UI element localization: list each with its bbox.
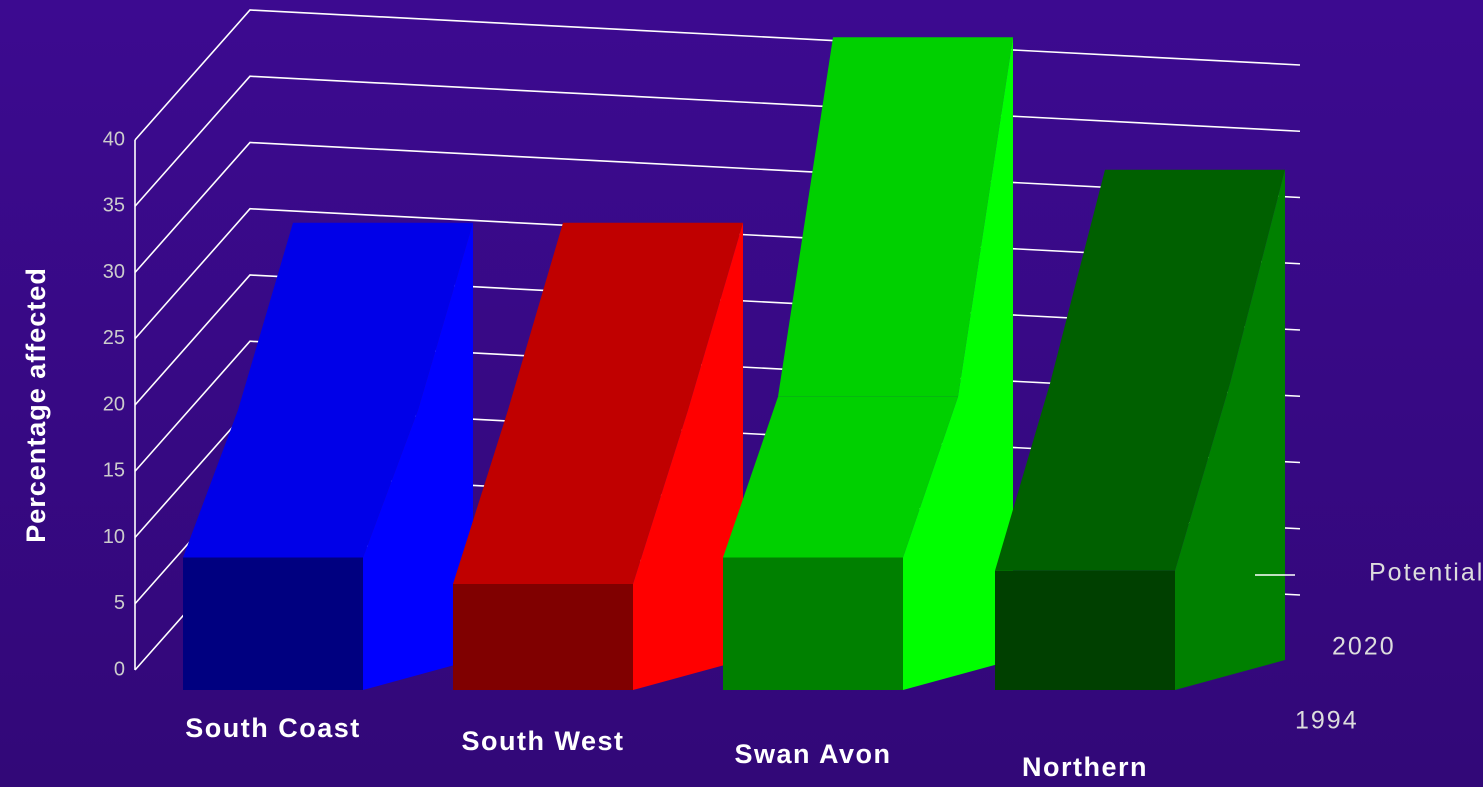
y-tick-label: 15 <box>103 460 125 482</box>
y-tick-label: 5 <box>114 592 125 614</box>
y-axis-title: Percentage affected <box>21 267 51 543</box>
ribbon-side <box>633 410 688 690</box>
ribbon-front <box>995 570 1175 690</box>
y-tick-label: 30 <box>103 261 125 283</box>
ribbon-top <box>453 410 688 584</box>
ribbon-top <box>723 396 958 558</box>
ribbon-side <box>903 396 958 690</box>
ribbon-front <box>723 557 903 690</box>
ribbon-front <box>183 557 363 690</box>
ribbon-top <box>238 222 473 410</box>
ribbon-front <box>453 584 633 690</box>
y-tick-label: 10 <box>103 526 125 548</box>
y-tick-label: 20 <box>103 393 125 415</box>
ribbon-side <box>418 222 473 675</box>
ribbon-side <box>958 37 1013 675</box>
ribbon-top <box>778 37 1013 397</box>
ribbon-side <box>363 410 418 690</box>
ribbon-side <box>1175 383 1230 690</box>
y-tick-label: 25 <box>103 327 125 349</box>
ribbon-top <box>1050 169 1285 384</box>
y-tick-label: 35 <box>103 195 125 217</box>
ribbon-top <box>183 410 418 558</box>
y-tick-label: 0 <box>114 658 125 680</box>
depth-label: Potential <box>1369 559 1483 587</box>
depth-label: 1994 <box>1295 707 1359 735</box>
depth-label: 2020 <box>1332 633 1396 661</box>
x-tick-label: South Coast <box>185 713 361 743</box>
x-tick-label: South West <box>462 726 625 756</box>
y-tick-label: 40 <box>103 128 125 150</box>
x-tick-label: Northern <box>1022 752 1148 782</box>
ribbon-top <box>508 222 743 410</box>
x-tick-label: Swan Avon <box>734 739 891 769</box>
ribbon-side <box>1230 169 1285 675</box>
ribbon-top <box>995 383 1230 571</box>
